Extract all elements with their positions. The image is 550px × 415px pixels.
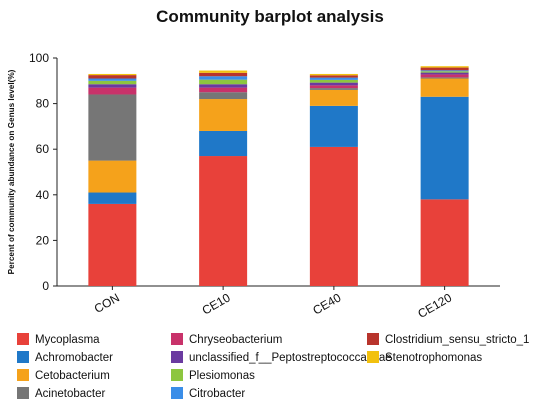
legend-swatch [367, 351, 379, 363]
bar-segment-ce10-citrobacter [199, 76, 248, 80]
bar-segment-ce40-plesiomonas [309, 79, 358, 83]
legend-label: Clostridium_sensu_stricto_1 [385, 334, 529, 346]
y-tick-label: 60 [36, 142, 50, 156]
bar-segment-con-mycoplasma [88, 203, 137, 286]
bar-segment-ce10-acinetobacter [199, 92, 248, 100]
x-tick-label-ce10: CE10 [200, 290, 233, 317]
x-tick-label-ce40: CE40 [310, 290, 343, 317]
bar-segment-ce120-clostridium-sensu-stricto-1 [420, 67, 469, 71]
y-tick-label: 20 [36, 233, 50, 247]
legend-item-plesiomonas: Plesiomonas [171, 369, 255, 382]
bar-segment-ce120-stenotrophomonas [420, 66, 469, 68]
legend-item-acinetobacter: Acinetobacter [17, 387, 105, 400]
bar-segment-con-unclassified-f-peptostreptococcaceae [88, 84, 137, 88]
bar-segment-ce40-unclassified-f-peptostreptococcaceae [309, 82, 358, 86]
legend-label: Chryseobacterium [189, 334, 282, 346]
bar-segment-ce40-mycoplasma [309, 146, 358, 286]
legend-item-achromobacter: Achromobacter [17, 351, 113, 364]
x-tick-label-ce120: CE120 [415, 290, 454, 321]
legend-item-cetobacterium: Cetobacterium [17, 369, 110, 382]
y-tick-label: 80 [36, 97, 50, 111]
bar-segment-con-clostridium-sensu-stricto-1 [88, 75, 137, 79]
legend-item-citrobacter: Citrobacter [171, 387, 245, 400]
bar-segment-con-stenotrophomonas [88, 73, 137, 76]
legend-swatch [171, 369, 183, 381]
bar-segment-ce120-achromobacter [420, 96, 469, 200]
bar-segment-ce10-mycoplasma [199, 156, 248, 286]
bar-segment-ce120-chryseobacterium [420, 74, 469, 78]
bar-segment-ce40-achromobacter [309, 105, 358, 147]
legend-swatch [17, 369, 29, 381]
legend-label: Mycoplasma [35, 334, 100, 346]
legend-label: Acinetobacter [35, 388, 105, 400]
bar-segment-ce10-plesiomonas [199, 79, 248, 85]
bar-segment-ce120-mycoplasma [420, 199, 469, 286]
plot-area: 0 20 40 60 80 100 CON CE10 CE40 CE120 [29, 51, 500, 321]
legend-label: Stenotrophomonas [385, 352, 482, 364]
bar-segment-ce10-stenotrophomonas [199, 70, 248, 73]
legend-swatch [17, 333, 29, 345]
bar-segment-ce40-cetobacterium [309, 89, 358, 106]
legend-swatch [367, 333, 379, 345]
bar-segment-ce120-unclassified-f-peptostreptococcaceae [420, 72, 469, 75]
legend-item-stenotrophomonas: Stenotrophomonas [367, 351, 482, 364]
x-tick-label-con: CON [92, 290, 122, 315]
bar-segment-ce120-plesiomonas [420, 71, 469, 73]
legend-item-mycoplasma: Mycoplasma [17, 333, 100, 346]
bar-segment-ce10-cetobacterium [199, 99, 248, 131]
legend-label: Plesiomonas [189, 370, 255, 382]
y-tick-label: 40 [36, 188, 50, 202]
legend-swatch [171, 351, 183, 363]
legend-swatch [171, 387, 183, 399]
bar-segment-ce10-clostridium-sensu-stricto-1 [199, 72, 248, 77]
legend-item-unclassified-f-peptostreptococcaceae: unclassified_f__Peptostreptococcaceae [171, 351, 392, 364]
legend-swatch [17, 351, 29, 363]
legend-swatch [17, 387, 29, 399]
y-tick-label: 0 [42, 279, 49, 293]
legend-swatch [171, 333, 183, 345]
bar-segment-ce40-chryseobacterium [309, 85, 358, 89]
bar-segment-ce120-acinetobacter [420, 77, 469, 79]
legend-label: Citrobacter [189, 388, 245, 400]
bar-segment-con-acinetobacter [88, 94, 137, 161]
bar-segment-ce10-unclassified-f-peptostreptococcaceae [199, 84, 248, 88]
bar-segment-ce10-chryseobacterium [199, 87, 248, 93]
legend-label: Cetobacterium [35, 370, 110, 382]
bar-segment-ce120-cetobacterium [420, 78, 469, 97]
bar-segment-ce40-acinetobacter [309, 88, 358, 90]
y-axis-label: Percent of community abundance on Genus … [7, 69, 16, 274]
bar-segment-con-cetobacterium [88, 160, 137, 193]
legend-item-chryseobacterium: Chryseobacterium [171, 333, 282, 346]
legend-item-clostridium-sensu-stricto-1: Clostridium_sensu_stricto_1 [367, 333, 529, 346]
legend-label: unclassified_f__Peptostreptococcaceae [189, 352, 392, 364]
bar-segment-ce10-achromobacter [199, 130, 248, 157]
bar-segment-con-plesiomonas [88, 80, 137, 85]
bar-segment-con-achromobacter [88, 192, 137, 204]
bar-segment-ce40-citrobacter [309, 77, 358, 80]
bar-segment-con-citrobacter [88, 78, 137, 81]
bar-segment-ce40-stenotrophomonas [309, 73, 358, 76]
bar-segment-ce120-citrobacter [420, 70, 469, 72]
bar-segment-ce40-clostridium-sensu-stricto-1 [309, 75, 358, 78]
legend-label: Achromobacter [35, 352, 113, 364]
chart-title: Community barplot analysis [156, 7, 384, 26]
bar-segment-con-chryseobacterium [88, 87, 137, 95]
y-tick-label: 100 [29, 51, 49, 65]
legend: Mycoplasma Achromobacter Cetobacterium Acin… [17, 333, 529, 400]
